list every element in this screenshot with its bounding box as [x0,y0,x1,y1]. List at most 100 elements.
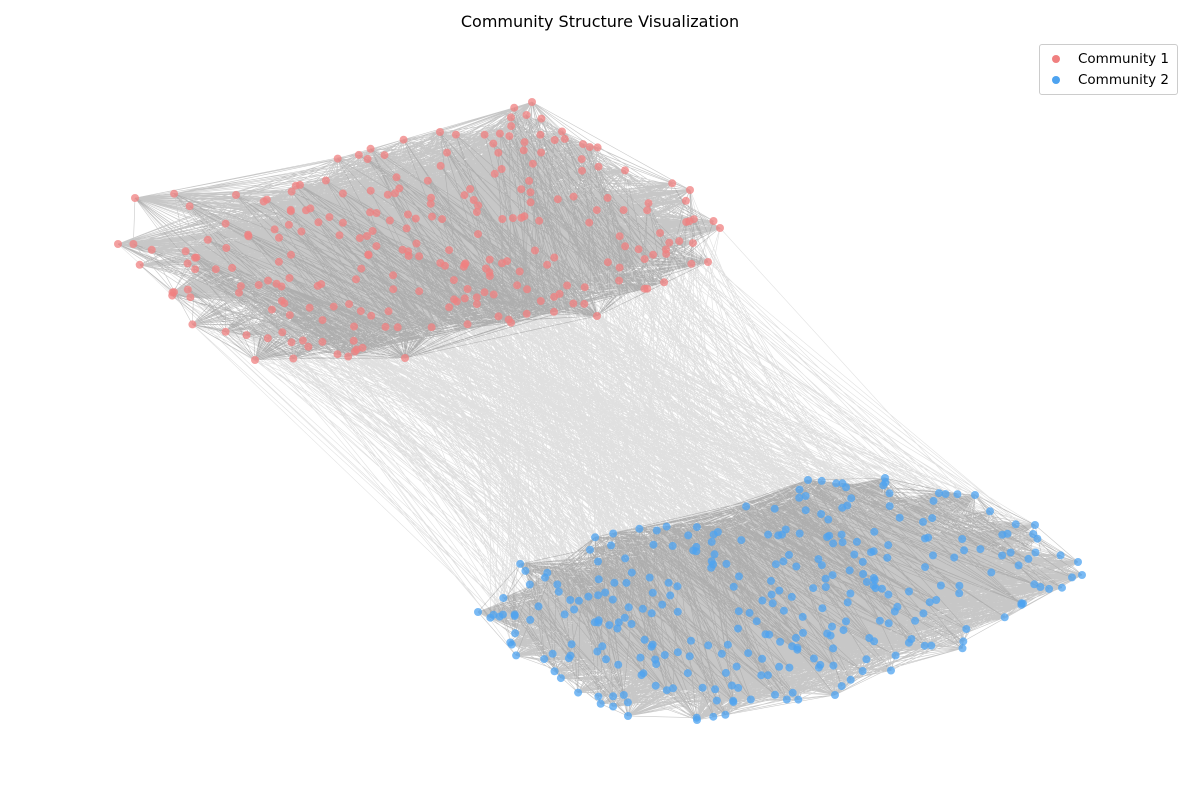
community-1-node [550,253,559,262]
community-2-node [662,522,671,531]
community-2-node [593,647,602,656]
community-1-node [366,208,375,217]
community-2-node [1000,613,1009,622]
community-1-node [490,169,499,178]
community-2-node [613,624,622,633]
community-1-node [244,232,253,241]
community-1-node [579,140,587,149]
community-1-node [463,285,472,293]
community-2-node [953,490,962,499]
community-2-node [1006,548,1015,557]
community-1-node [402,224,411,233]
community-1-node [640,255,649,264]
community-1-node [593,143,602,152]
community-1-node [558,127,566,136]
community-1-node [550,307,558,316]
community-1-node [668,179,677,188]
community-2-node [516,559,525,568]
community-1-node [686,186,694,194]
community-2-node [921,563,930,572]
community-1-node [709,217,718,225]
community-1-node [358,343,367,352]
community-1-node [510,103,519,112]
community-1-node [263,334,272,343]
community-2-node [553,580,562,589]
legend-entry-community-1: Community 1 [1048,48,1169,69]
community-2-node [734,683,743,692]
community-1-node [716,224,724,232]
community-2-node [801,492,810,500]
community-2-node [821,583,830,591]
community-2-node [727,681,736,690]
community-1-node [364,251,373,260]
community-2-node [594,616,603,625]
community-2-node [721,668,730,677]
community-1-node [451,130,460,139]
community-1-node [185,202,194,211]
community-1-node [461,259,470,268]
community-2-node [609,702,618,711]
community-2-node [574,596,583,605]
community-2-node [821,574,830,583]
community-1-node [643,284,652,293]
community-1-node [537,114,546,123]
community-1-node [363,232,371,240]
community-1-node [603,258,612,267]
community-1-node [285,311,294,320]
community-1-node [289,354,298,363]
community-1-node [329,302,338,311]
community-1-node [580,299,589,308]
community-1-node [480,288,489,297]
community-2-node [958,535,967,543]
community-1-node [404,251,413,260]
community-2-node [586,545,594,554]
community-2-node [829,644,838,653]
community-2-node [828,571,837,580]
community-1-node [345,300,354,309]
community-1-node [183,285,192,294]
community-1-node [580,283,589,292]
community-2-node [550,667,559,676]
community-1-node [304,342,313,351]
community-1-node [463,320,472,329]
community-1-node [321,176,330,185]
community-1-node [560,134,569,143]
community-1-node [634,245,643,254]
community-2-node [729,698,738,707]
community-1-node [536,297,545,305]
community-2-node [647,609,656,618]
community-2-node [610,578,619,587]
community-2-node [960,546,969,555]
community-1-node [438,215,447,224]
community-1-node [489,139,498,148]
community-1-node [372,242,381,251]
community-1-node [344,352,353,361]
community-2-node [683,669,692,678]
community-2-node [619,691,628,699]
community-1-node [507,122,516,131]
community-1-node [221,327,230,336]
community-2-node [662,686,671,695]
community-1-node [513,281,522,290]
community-1-node [578,166,586,175]
community-2-node [601,588,610,597]
community-2-node [832,479,841,488]
community-1-node [445,303,454,312]
community-2-node [875,616,884,625]
community-2-node [858,557,867,566]
community-2-node [829,661,838,670]
community-1-node [472,293,481,302]
community-1-node [393,323,402,332]
community-2-node [950,553,959,562]
community-1-node [114,240,122,248]
community-1-node [649,250,658,259]
community-2-node [707,563,716,572]
community-2-node [627,568,636,577]
community-2-node [971,491,979,499]
community-1-node [577,155,586,164]
community-1-node [508,214,517,223]
community-2-node [734,624,742,633]
community-2-node [596,699,605,708]
community-2-node [767,576,775,585]
community-2-node [1036,583,1045,591]
